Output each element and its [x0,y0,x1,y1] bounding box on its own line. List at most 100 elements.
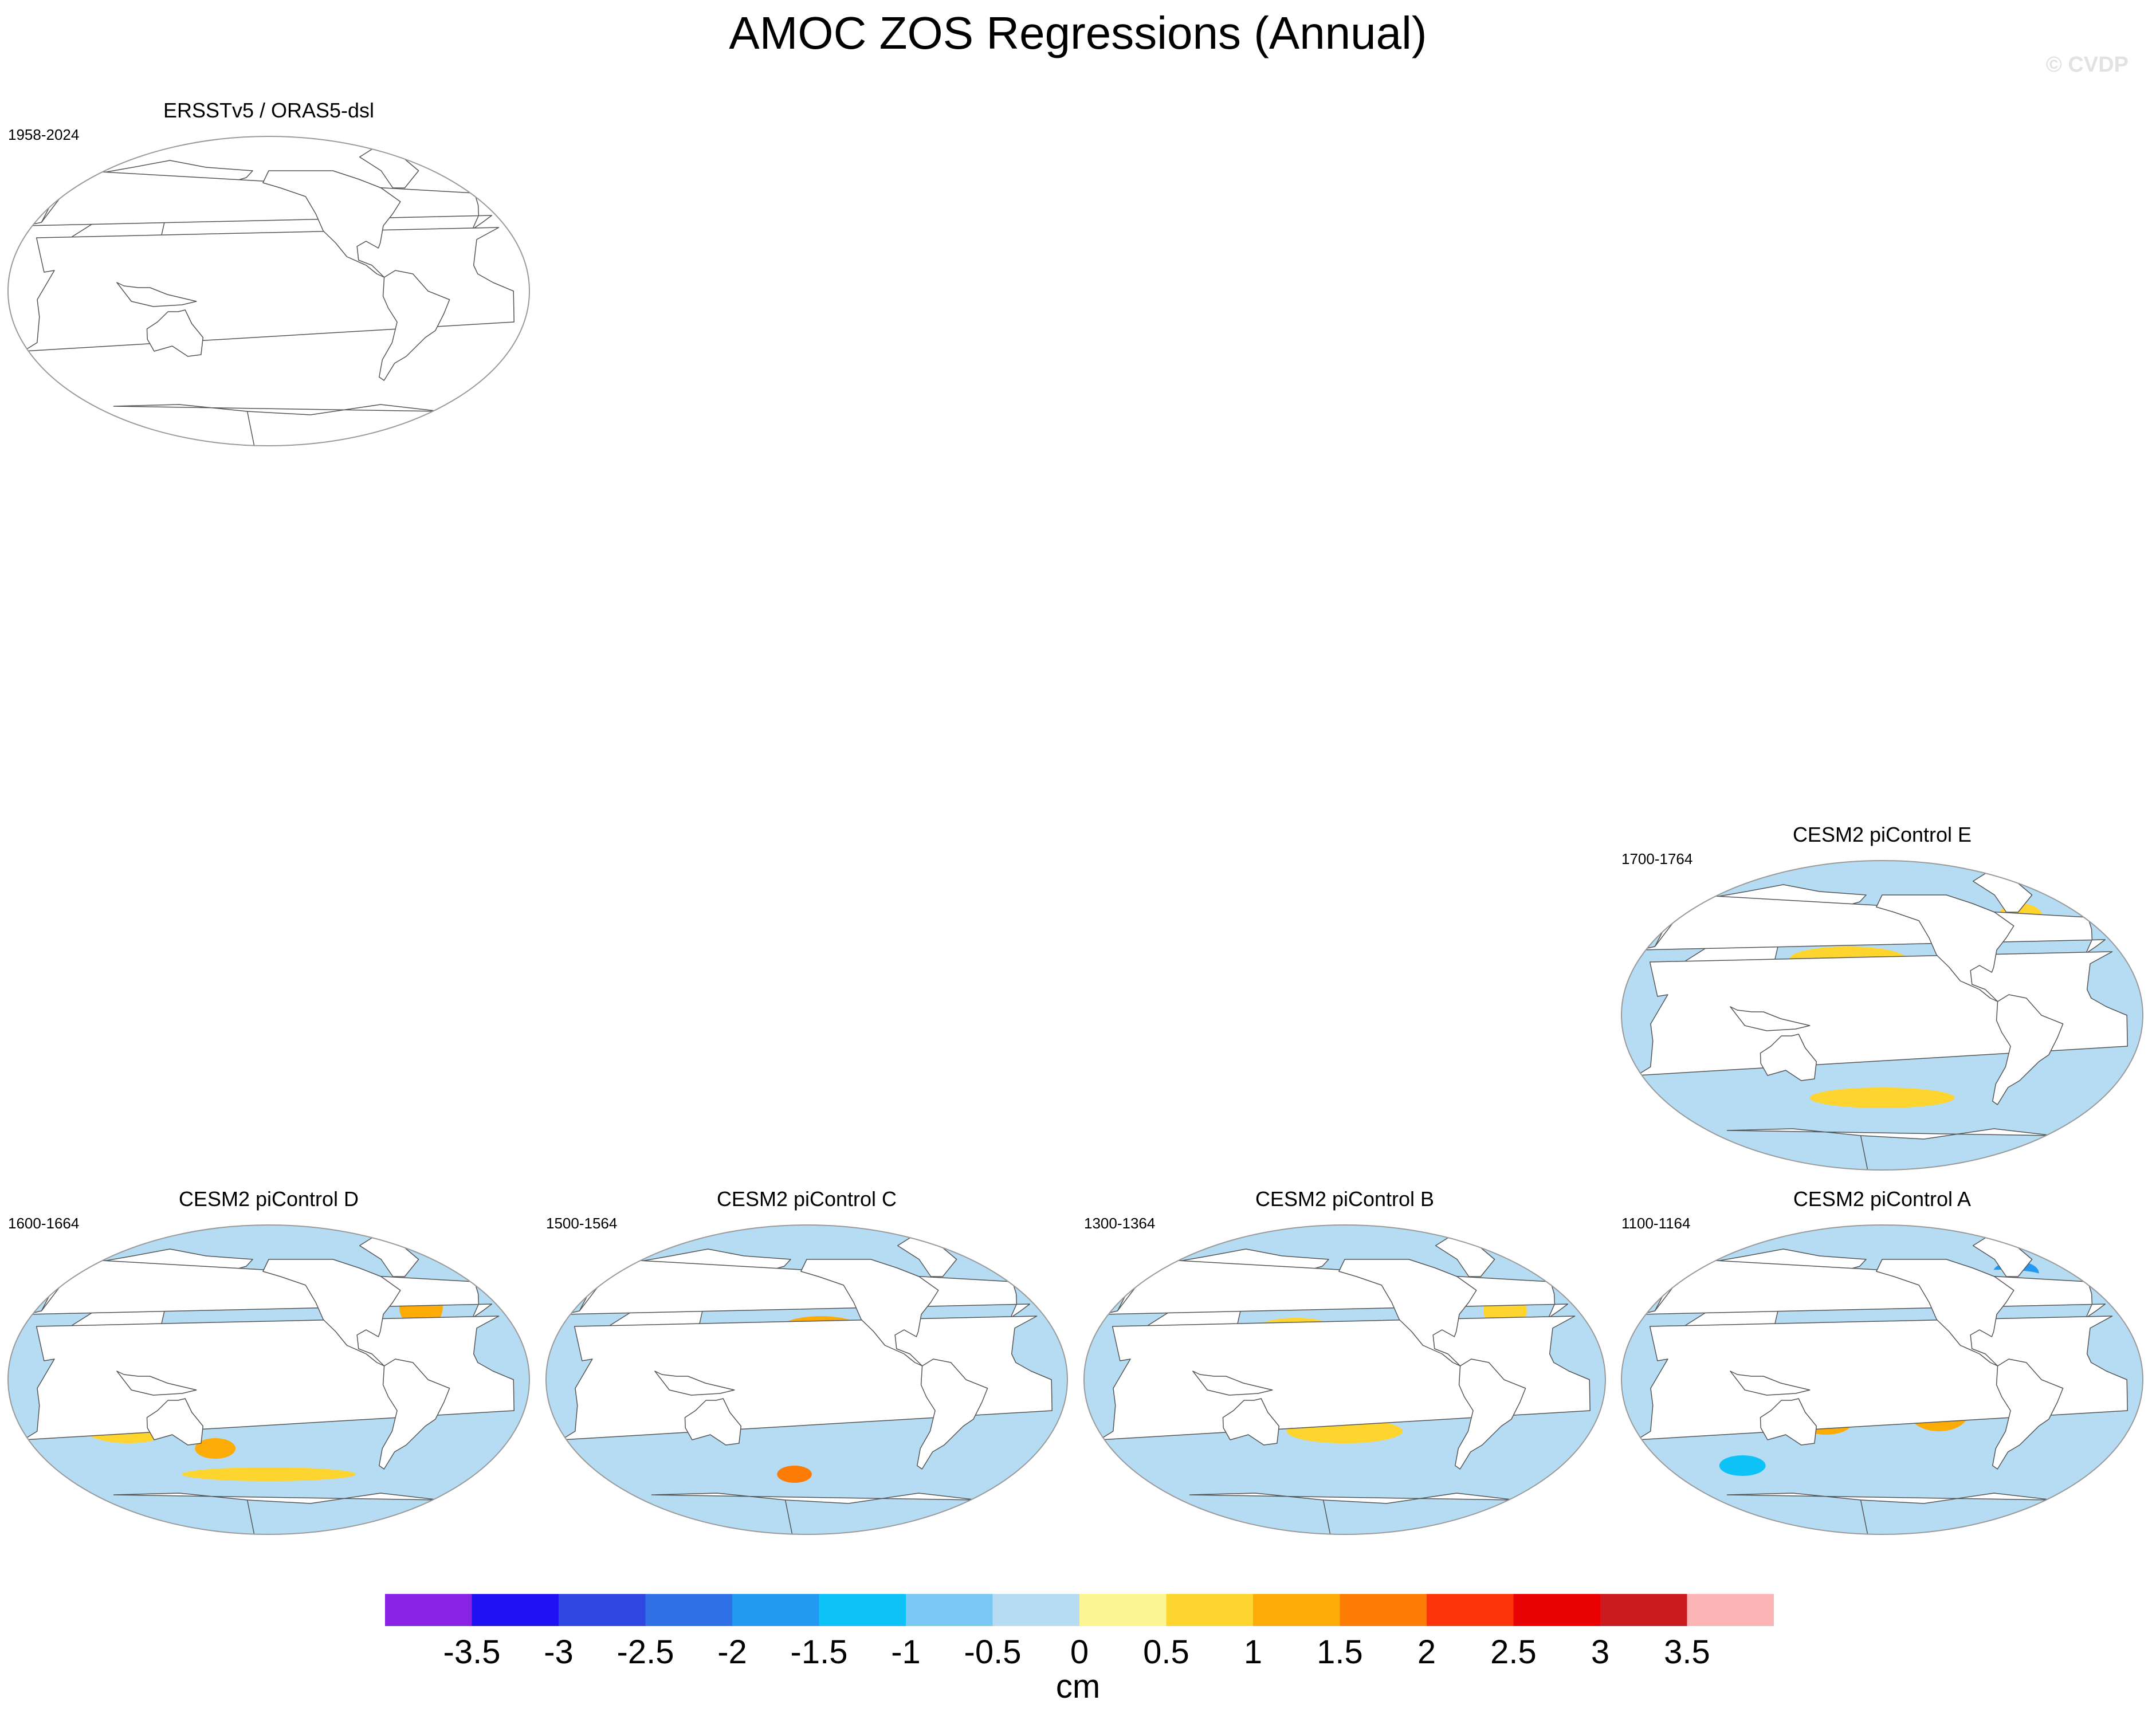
continent-australia [146,1398,204,1446]
continent-samerica [379,270,450,381]
map-border [1083,1224,1606,1535]
panel-years: 1958-2024 [8,126,80,143]
panel-years: 1100-1164 [1621,1215,1691,1232]
panel-title: CESM2 piControl A [1793,1187,1972,1211]
panel-title: CESM2 piControl D [178,1187,359,1211]
colorbar-segment [732,1594,819,1626]
continent-antarctica [113,404,441,446]
continent-europe [25,170,493,230]
panel-years: 1700-1764 [1621,850,1693,867]
colorbar-tick-label: 2 [1417,1634,1436,1671]
map-border [7,1224,530,1535]
colorbar-tick-label: -0.5 [964,1634,1022,1671]
colorbar-tick-label: 3 [1591,1634,1610,1671]
continent-namerica [262,170,401,278]
map-e [1621,860,2143,1171]
colorbar [385,1594,1774,1626]
map-anomaly [182,1467,356,1481]
continent-australia [1222,1398,1280,1446]
colorbar-tick-label: 0.5 [1143,1634,1189,1671]
continent-namerica [1876,894,2014,1002]
continent-antarctica [1189,1493,1517,1534]
colorbar-segment [1253,1594,1340,1626]
colorbar-segment [472,1594,559,1626]
map-a [1621,1224,2143,1535]
credit-watermark: © CVDP [2045,53,2128,77]
map-d [7,1224,530,1535]
colorbar-tick-label: 1 [1243,1634,1263,1671]
continent-samerica [917,1358,988,1470]
colorbar-tick-label: -1 [891,1634,921,1671]
panel-c: CESM2 piControl C 1500-1564 [544,1187,1070,1550]
map-c [545,1224,1068,1535]
colorbar-segment [1340,1594,1427,1626]
continent-samerica [1992,1358,2064,1470]
panel-obs: ERSSTv5 / ORAS5-dsl 1958-2024 [6,99,532,462]
continent-namerica [1338,1259,1477,1367]
continent-samerica [379,1358,450,1470]
colorbar-tick-label: -3.5 [443,1634,501,1671]
colorbar-segment [1600,1594,1687,1626]
panel-years: 1600-1664 [8,1215,80,1232]
panel-a: CESM2 piControl A 1100-1164 [1619,1187,2145,1550]
colorbar-segment [819,1594,906,1626]
colorbar-tick-label: 0 [1070,1634,1089,1671]
map-anomaly [777,1466,812,1483]
continent-samerica [1455,1358,1526,1470]
panel-title: ERSSTv5 / ORAS5-dsl [163,99,375,122]
continent-australia [684,1398,742,1446]
panel-title: CESM2 piControl C [716,1187,897,1211]
continent-antarctica [1726,1493,2054,1534]
continent-indonesia [1730,1006,1811,1031]
map-border [545,1224,1068,1535]
panel-b: CESM2 piControl B 1300-1364 [1082,1187,1608,1550]
map-anomaly [195,1438,236,1459]
colorbar-segment [992,1594,1080,1626]
panel-d: CESM2 piControl D 1600-1664 [6,1187,532,1550]
colorbar-segment [385,1594,472,1626]
colorbar-tick-label: 2.5 [1490,1634,1537,1671]
continent-indonesia [116,1371,197,1396]
colorbar-tick-label: 3.5 [1664,1634,1710,1671]
continent-indonesia [654,1371,735,1396]
continent-africa [22,227,515,352]
panel-years: 1500-1564 [546,1215,618,1232]
colorbar-tick-label: -2 [717,1634,747,1671]
colorbar-units: cm [1055,1668,1101,1705]
continent-australia [1760,1034,1817,1081]
continent-australia [1760,1398,1817,1446]
colorbar-tick-label: -2.5 [616,1634,674,1671]
continent-antarctica [1726,1128,2054,1170]
continent-australia [146,309,204,357]
colorbar-tick-label: -3 [544,1634,574,1671]
map-anomaly [1809,1087,1955,1108]
colorbar-segment [559,1594,646,1626]
panel-e: CESM2 piControl E 1700-1764 [1619,823,2145,1186]
colorbar-segment [645,1594,733,1626]
continent-antarctica [651,1493,979,1534]
colorbar-segment [1513,1594,1601,1626]
colorbar-tick-label: -1.5 [790,1634,848,1671]
map-anomaly [1719,1455,1766,1476]
continent-indonesia [116,282,197,307]
panel-title: CESM2 piControl B [1255,1187,1435,1211]
continent-indonesia [1192,1371,1273,1396]
colorbar-segment [1687,1594,1774,1626]
continent-antarctica [113,1493,441,1534]
panel-years: 1300-1364 [1084,1215,1156,1232]
panel-title: CESM2 piControl E [1792,823,1972,846]
continent-indonesia [1730,1371,1811,1396]
map-border [1621,860,2143,1171]
continent-namerica [1876,1259,2014,1367]
continent-samerica [1992,994,2064,1105]
map-border [7,136,530,446]
continent-namerica [262,1259,401,1367]
map-b [1083,1224,1606,1535]
colorbar-segment [1427,1594,1514,1626]
map-obs [7,136,530,446]
colorbar-segment [906,1594,993,1626]
colorbar-segment [1079,1594,1167,1626]
continent-namerica [800,1259,939,1367]
colorbar-segment [1166,1594,1254,1626]
map-border [1621,1224,2143,1535]
